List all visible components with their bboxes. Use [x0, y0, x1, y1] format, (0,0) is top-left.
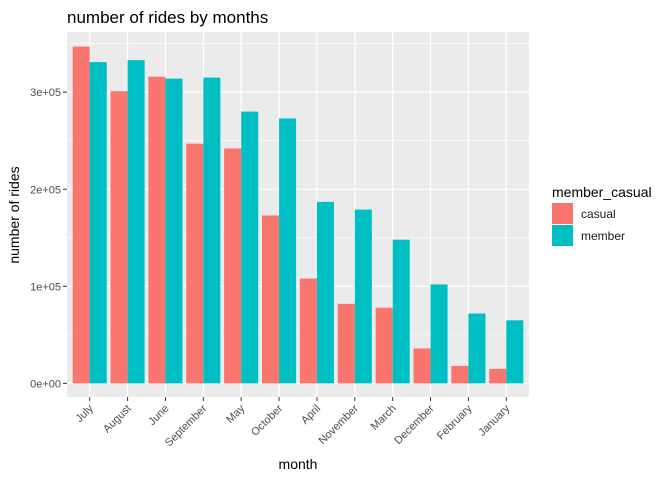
x-tick-label: December [392, 402, 437, 447]
bar-member [354, 209, 372, 384]
bar-casual [72, 46, 90, 384]
x-tick-label: January [476, 402, 513, 439]
bar-casual [110, 91, 128, 384]
bar-member [165, 78, 183, 384]
y-axis-title: number of rides [6, 166, 22, 263]
bar-casual [299, 278, 317, 384]
x-tick-label: March [369, 403, 399, 433]
x-tick-label: May [224, 402, 248, 426]
legend-key-member [552, 225, 573, 246]
legend-title: member_casual [552, 184, 652, 200]
bar-member [203, 77, 221, 384]
bar-member [506, 320, 524, 384]
bar-casual [262, 215, 280, 384]
bar-member [316, 201, 334, 384]
x-tick-label: February [435, 402, 475, 442]
x-tick-label: July [74, 402, 97, 425]
bar-casual [451, 365, 469, 384]
bar-casual [337, 303, 355, 384]
bar-casual [413, 348, 431, 384]
bar-member [392, 239, 410, 384]
bar-member [279, 118, 297, 384]
bar-casual [375, 307, 393, 384]
x-tick-label: November [317, 402, 362, 447]
chart-title: number of rides by months [67, 8, 268, 27]
bar-casual [148, 76, 166, 384]
bar-member [89, 62, 107, 384]
legend-key-casual [552, 203, 573, 224]
legend-label-member: member [581, 229, 625, 243]
y-tick-label: 1e+05 [30, 281, 61, 293]
bar-member [468, 313, 486, 384]
y-tick-label: 3e+05 [30, 87, 61, 99]
bar-casual [489, 368, 507, 384]
y-tick-label: 0e+00 [30, 378, 61, 390]
bar-casual [224, 148, 242, 384]
x-axis-title: month [279, 456, 318, 472]
legend-label-casual: casual [581, 207, 616, 221]
x-tick-label: October [249, 402, 285, 438]
x-tick-label: June [146, 403, 171, 428]
bars [72, 46, 524, 384]
bar-member [430, 284, 448, 384]
bar-member [127, 60, 145, 384]
legend: member_casual casual member [552, 184, 652, 246]
y-tick-label: 2e+05 [30, 184, 61, 196]
bar-casual [186, 143, 204, 384]
bar-member [241, 111, 259, 384]
x-tick-label: September [163, 402, 210, 449]
x-tick-label: April [299, 403, 323, 427]
x-tick-label: August [101, 403, 134, 436]
